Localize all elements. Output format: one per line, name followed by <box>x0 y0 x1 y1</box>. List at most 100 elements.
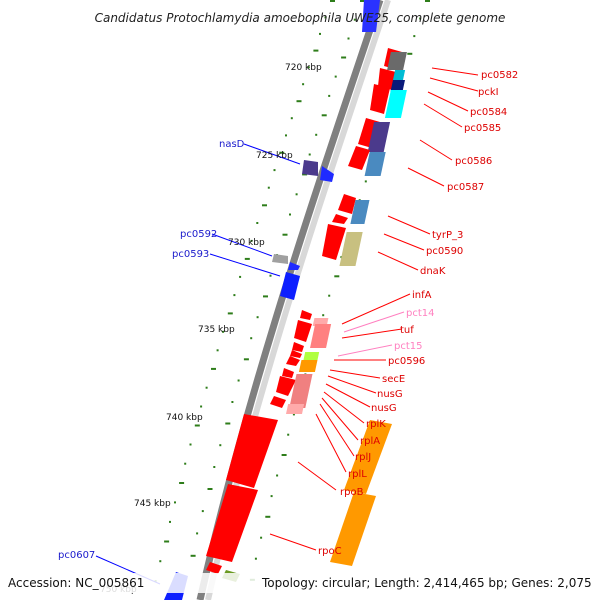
gc-skew-dot <box>330 0 335 2</box>
gene-arrow <box>302 160 318 176</box>
forward-gene-label: pckI <box>478 87 499 98</box>
trna-gene-label: pct15 <box>394 341 423 352</box>
gene-arrow <box>280 272 300 300</box>
gene-block <box>367 122 391 152</box>
gc-skew-dot <box>256 222 259 224</box>
forward-label-connectors <box>269 67 479 551</box>
gc-skew-dot <box>205 386 208 389</box>
gc-skew-dot <box>194 424 200 427</box>
accession-text: Accession: NC_005861 <box>8 576 144 590</box>
gene-arrow <box>226 414 278 488</box>
trna-label-connectors <box>337 311 405 357</box>
gc-skew-dot <box>216 349 219 352</box>
gc-skew-dot <box>267 186 270 189</box>
figure-title: Candidatus Protochlamydia amoebophila UW… <box>95 11 506 25</box>
gene-block <box>387 52 407 70</box>
gc-skew-dot <box>254 557 257 560</box>
gc-skew-dot <box>290 117 293 120</box>
forward-gene-label: dnaK <box>420 266 446 277</box>
gene-block <box>310 324 332 348</box>
gc-skew-dot <box>273 169 276 172</box>
gene-arrow <box>378 68 396 90</box>
gc-skew-dot <box>295 193 298 196</box>
forward-gene-label: pc0585 <box>464 123 501 134</box>
forward-gene-label: pc0590 <box>426 246 463 257</box>
gc-skew-dot <box>211 367 216 370</box>
gene-arrow <box>272 254 288 264</box>
gene-arrow <box>348 146 370 170</box>
gene-arrow <box>270 396 286 408</box>
gene-arrow <box>344 420 392 494</box>
gc-skew-dot <box>200 405 203 408</box>
gc-skew-dot <box>190 554 196 557</box>
gc-skew-dot <box>233 294 236 297</box>
gc-skew-dot <box>169 520 171 523</box>
gene-arrow <box>322 224 346 260</box>
kbp-label: 745 kbp <box>134 499 171 509</box>
forward-gene-label: nusG <box>377 389 403 400</box>
gc-skew-dot <box>222 330 225 333</box>
forward-gene-label: nusG <box>371 403 397 414</box>
gc-skew-dot <box>289 213 291 216</box>
gene-arrow <box>332 214 348 224</box>
gc-skew-dot <box>213 466 216 468</box>
reverse-gene-label: nasD <box>219 139 245 150</box>
gc-skew-dot <box>341 56 347 59</box>
gc-skew-dot <box>189 443 192 446</box>
gc-skew-dot <box>207 488 213 490</box>
gene-arrow <box>282 368 294 378</box>
gc-skew-dot <box>244 257 250 260</box>
forward-gene-label: rpoB <box>340 487 364 498</box>
topology-text: Topology: circular; Length: 2,414,465 bp… <box>261 576 592 590</box>
forward-gene-label: pc0584 <box>470 107 507 118</box>
gc-skew-dot <box>269 274 272 277</box>
gene-block <box>384 90 407 118</box>
gc-skew-dot <box>250 239 253 242</box>
gene-arrow <box>290 350 302 358</box>
forward-gene-label: rplA <box>360 436 380 447</box>
kbp-label: 740 kbp <box>166 413 203 423</box>
gene-block <box>350 200 370 224</box>
gc-skew-dot <box>413 35 416 38</box>
gene-arrow <box>292 342 304 352</box>
gc-skew-dot <box>347 37 350 40</box>
gene-arrow <box>330 492 376 566</box>
forward-gene-label: rplJ <box>355 452 371 463</box>
gc-skew-dot <box>308 153 311 156</box>
gc-skew-dot <box>237 379 240 382</box>
kbp-label: 735 kbp <box>198 325 235 335</box>
gene-arrow <box>276 376 296 396</box>
gc-skew-dot <box>179 482 185 484</box>
gc-skew-dot <box>328 294 331 297</box>
trna-gene-label: pct14 <box>406 308 435 319</box>
gc-skew-dot <box>219 444 222 447</box>
gc-skew-dot <box>292 413 295 416</box>
gc-skew-dot <box>265 515 271 518</box>
gc-skew-dot <box>263 295 268 298</box>
gene-block <box>392 70 406 80</box>
gc-skew-dot <box>407 52 413 55</box>
gc-skew-dot <box>285 134 287 137</box>
gc-skew-dot <box>296 100 302 103</box>
gc-skew-dot <box>315 133 318 136</box>
gc-skew-dot <box>256 316 259 319</box>
gc-skew-dot <box>279 151 285 154</box>
gc-skew-dot <box>196 532 199 535</box>
reverse-gene-label: pc0593 <box>172 249 209 260</box>
gc-skew-dot <box>353 18 356 21</box>
forward-gene-label: pc0587 <box>447 182 484 193</box>
gc-skew-dot <box>425 0 430 2</box>
gene-arrow <box>294 320 312 342</box>
gc-skew-dot <box>302 173 308 176</box>
gene-block <box>303 352 320 360</box>
forward-gene-label: pc0582 <box>481 70 518 81</box>
forward-gene-label: rplL <box>348 469 367 480</box>
gene-block <box>339 232 363 266</box>
reverse-gene-label: pc0607 <box>58 550 95 561</box>
forward-gene-label: pc0596 <box>388 356 425 367</box>
gc-skew-dot <box>328 94 331 97</box>
gc-skew-dot <box>324 16 327 19</box>
gc-skew-dot <box>270 495 273 498</box>
gene-arrow <box>288 262 300 270</box>
